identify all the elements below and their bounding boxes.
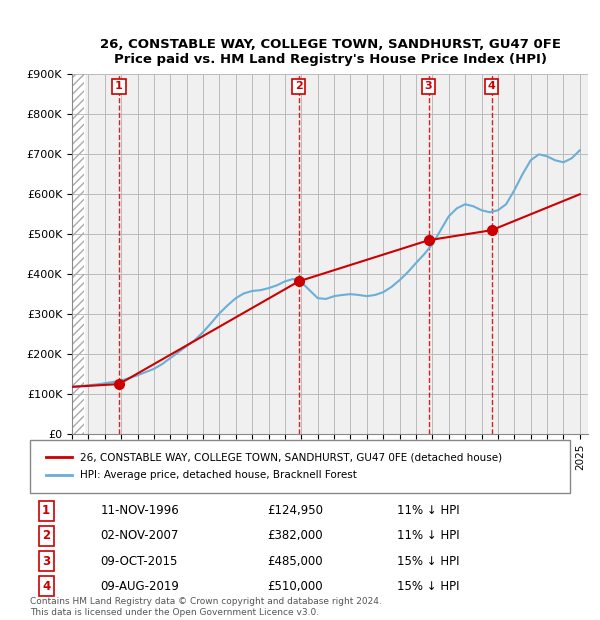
FancyBboxPatch shape: [30, 440, 570, 493]
Text: 11% ↓ HPI: 11% ↓ HPI: [397, 529, 460, 542]
Text: 4: 4: [42, 580, 50, 593]
Text: 2: 2: [42, 529, 50, 542]
Text: 2: 2: [295, 81, 302, 91]
Text: £485,000: £485,000: [268, 554, 323, 567]
Text: 09-AUG-2019: 09-AUG-2019: [100, 580, 179, 593]
Text: £382,000: £382,000: [268, 529, 323, 542]
Legend: 26, CONSTABLE WAY, COLLEGE TOWN, SANDHURST, GU47 0FE (detached house), HPI: Aver: 26, CONSTABLE WAY, COLLEGE TOWN, SANDHUR…: [41, 448, 508, 485]
Text: 15% ↓ HPI: 15% ↓ HPI: [397, 580, 460, 593]
Text: £510,000: £510,000: [268, 580, 323, 593]
Bar: [72, 74, 84, 434]
Text: £124,950: £124,950: [268, 504, 323, 517]
Text: 3: 3: [425, 81, 433, 91]
Text: 09-OCT-2015: 09-OCT-2015: [100, 554, 178, 567]
Text: 02-NOV-2007: 02-NOV-2007: [100, 529, 179, 542]
Text: 11% ↓ HPI: 11% ↓ HPI: [397, 504, 460, 517]
Text: 1: 1: [115, 81, 123, 91]
Text: 15% ↓ HPI: 15% ↓ HPI: [397, 554, 460, 567]
Text: 11-NOV-1996: 11-NOV-1996: [100, 504, 179, 517]
Title: 26, CONSTABLE WAY, COLLEGE TOWN, SANDHURST, GU47 0FE
Price paid vs. HM Land Regi: 26, CONSTABLE WAY, COLLEGE TOWN, SANDHUR…: [100, 38, 560, 66]
Text: 3: 3: [42, 554, 50, 567]
Bar: [72, 74, 84, 434]
Text: Contains HM Land Registry data © Crown copyright and database right 2024.
This d: Contains HM Land Registry data © Crown c…: [30, 598, 382, 617]
Text: 4: 4: [488, 81, 496, 91]
Text: 1: 1: [42, 504, 50, 517]
